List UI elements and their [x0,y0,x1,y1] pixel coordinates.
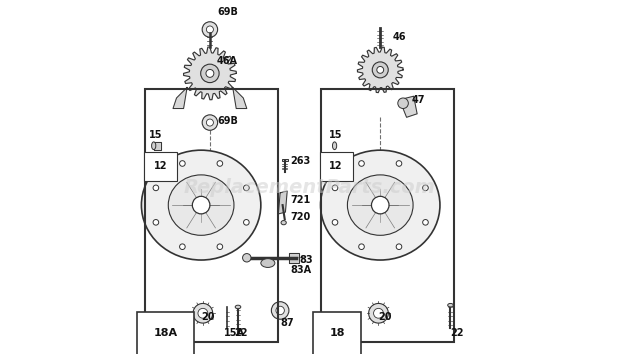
Ellipse shape [152,142,156,150]
Text: 18A: 18A [154,328,178,338]
Circle shape [244,185,249,191]
Circle shape [192,196,210,214]
Circle shape [217,244,223,250]
Circle shape [198,308,208,318]
Text: 720: 720 [291,212,311,222]
Text: 12: 12 [329,161,343,171]
Circle shape [272,302,289,319]
Polygon shape [232,87,247,109]
Text: 83: 83 [299,255,313,264]
Circle shape [371,196,389,214]
Circle shape [180,244,185,250]
Circle shape [396,244,402,250]
Circle shape [206,26,213,33]
Circle shape [206,69,214,77]
Polygon shape [289,252,299,263]
Ellipse shape [281,221,286,225]
Text: 22: 22 [451,328,464,338]
Text: 12: 12 [154,161,167,171]
Circle shape [193,303,213,323]
Circle shape [359,244,365,250]
Polygon shape [173,87,187,109]
Text: 22: 22 [234,328,248,338]
Ellipse shape [141,150,261,260]
Text: 12: 12 [148,161,162,171]
Circle shape [377,67,384,73]
Text: 46A: 46A [217,56,238,66]
Circle shape [369,303,388,323]
Text: 46: 46 [392,32,406,41]
Polygon shape [278,191,287,214]
Polygon shape [154,142,161,150]
Polygon shape [357,47,403,93]
Text: 263: 263 [291,156,311,166]
Bar [281,159,288,161]
Text: 47: 47 [412,95,425,105]
Circle shape [372,62,388,78]
Polygon shape [399,96,417,117]
Circle shape [332,219,338,225]
Circle shape [276,306,285,315]
Text: 83A: 83A [291,265,312,275]
Ellipse shape [448,303,453,307]
Text: 69B: 69B [217,116,238,126]
Text: 15A: 15A [224,328,245,338]
Text: 12: 12 [329,161,343,171]
Text: 20: 20 [201,313,215,322]
Text: 20: 20 [378,313,392,322]
Circle shape [202,22,218,37]
Circle shape [332,185,338,191]
Ellipse shape [321,150,440,260]
Circle shape [217,161,223,166]
Text: 69B: 69B [217,7,238,17]
Circle shape [374,308,383,318]
Ellipse shape [332,142,337,150]
Circle shape [201,64,219,82]
Text: 15: 15 [329,130,343,140]
Circle shape [206,119,213,126]
Circle shape [423,219,428,225]
Circle shape [180,161,185,166]
Text: 18: 18 [329,328,343,338]
Ellipse shape [261,259,275,267]
Text: 15: 15 [148,130,162,140]
Circle shape [359,161,365,166]
Circle shape [396,161,402,166]
Ellipse shape [347,175,413,235]
Text: 18: 18 [329,328,345,338]
Text: 18A: 18A [154,328,175,338]
Ellipse shape [235,305,241,309]
Text: 87: 87 [280,318,294,328]
Circle shape [202,115,218,130]
Circle shape [242,253,251,262]
Circle shape [398,98,409,109]
Text: 721: 721 [291,195,311,205]
Circle shape [153,185,159,191]
Text: ReplacementParts.com: ReplacementParts.com [184,178,436,197]
Polygon shape [184,47,236,100]
Circle shape [423,185,428,191]
Circle shape [244,219,249,225]
Circle shape [153,219,159,225]
Ellipse shape [168,175,234,235]
